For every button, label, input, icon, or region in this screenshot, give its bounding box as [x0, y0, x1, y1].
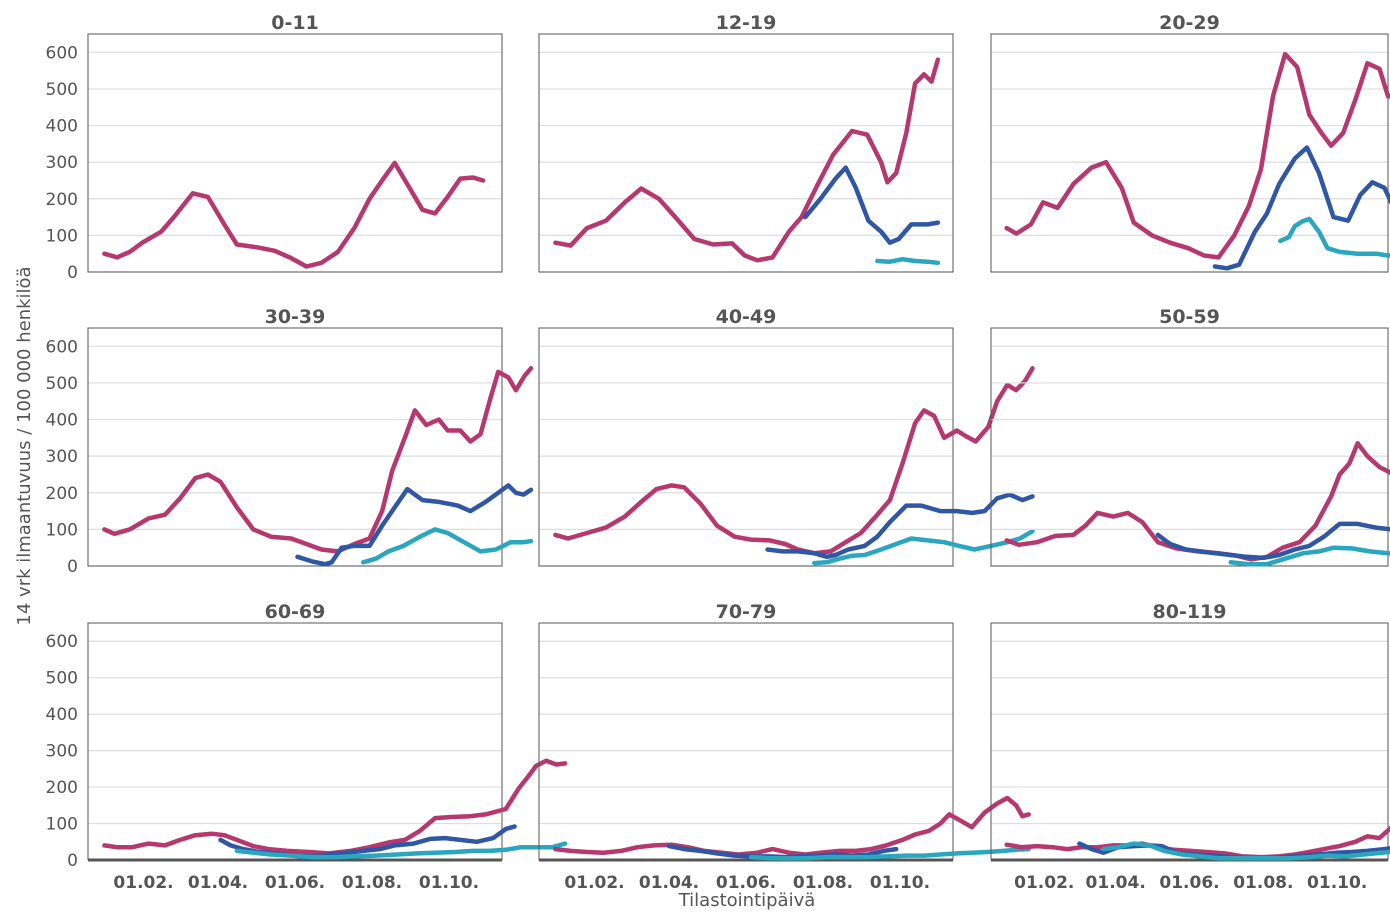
- panel-80-119: 80-119 01.02. 01.04. 01.06. 01.08. 01.10.: [990, 601, 1390, 893]
- y-tick-label: 0: [67, 263, 78, 283]
- series-line-3: [875, 256, 941, 266]
- x-tick-label: 01.04.: [188, 873, 248, 893]
- series-line-2: [1155, 521, 1390, 561]
- panel-frame: [990, 33, 1389, 273]
- panel-title: 0-11: [271, 12, 319, 34]
- x-tick-label: 01.06.: [1159, 873, 1219, 893]
- series-line-1: [553, 57, 941, 263]
- panel-40-49: 40-49: [538, 306, 1035, 567]
- series-line-2: [1212, 145, 1390, 271]
- series-line-3: [360, 527, 534, 565]
- series-line-1: [553, 366, 1035, 556]
- y-tick-label: 300: [46, 447, 78, 467]
- panel-30-39: 30-39 0 100 200 300 400 500 600: [46, 306, 534, 577]
- panel-title: 12-19: [716, 12, 777, 34]
- series-line-3: [234, 841, 568, 860]
- series-line-1: [102, 366, 534, 554]
- y-tick-label: 400: [46, 411, 78, 431]
- y-tick-label: 200: [46, 778, 78, 798]
- series-line-3: [1101, 841, 1390, 861]
- y-tick-label: 0: [67, 851, 78, 871]
- panel-20-29: 20-29: [990, 12, 1390, 273]
- y-tick-label: 600: [46, 337, 78, 357]
- y-tick-label: 0: [67, 557, 78, 577]
- panel-frame: [990, 622, 1389, 860]
- y-axis-label: 14 vrk ilmaantuvuus / 100 000 henkilöä: [14, 266, 35, 625]
- x-tick-label: 01.08.: [793, 873, 853, 893]
- panel-title: 30-39: [265, 306, 326, 328]
- panel-0-11: 0-11 0 100 200 300 400 500 600: [46, 12, 503, 283]
- panel-frame: [538, 622, 954, 860]
- series-line-1: [102, 758, 568, 856]
- x-tick-label: 01.02.: [1014, 873, 1074, 893]
- series-line-2: [295, 483, 534, 567]
- panel-title: 80-119: [1153, 601, 1227, 623]
- x-tick-label: 01.08.: [342, 873, 402, 893]
- series-line-1: [102, 160, 486, 269]
- x-tick-label: 01.10.: [1307, 873, 1367, 893]
- x-tick-label: 01.06.: [716, 873, 776, 893]
- x-tick-label: 01.04.: [1086, 873, 1146, 893]
- y-tick-label: 600: [46, 632, 78, 652]
- x-tick-label: 01.06.: [265, 873, 325, 893]
- y-tick-label: 300: [46, 742, 78, 762]
- y-tick-label: 200: [46, 190, 78, 210]
- x-tick-label: 01.02.: [113, 873, 173, 893]
- y-tick-label: 600: [46, 43, 78, 63]
- series-line-3: [1228, 545, 1390, 567]
- x-tick-label: 01.02.: [564, 873, 624, 893]
- x-tick-label: 01.10.: [419, 873, 479, 893]
- y-tick-label: 400: [46, 117, 78, 137]
- y-tick-label: 100: [46, 520, 78, 540]
- panel-title: 60-69: [265, 601, 326, 623]
- panel-title: 70-79: [716, 601, 777, 623]
- y-tick-label: 100: [46, 815, 78, 835]
- x-tick-label: 01.08.: [1233, 873, 1293, 893]
- panel-frame: [538, 327, 954, 567]
- panel-title: 20-29: [1159, 12, 1220, 34]
- x-axis-label: Tilastointipäivä: [678, 890, 816, 911]
- y-tick-label: 500: [46, 669, 78, 689]
- y-tick-label: 400: [46, 705, 78, 725]
- panel-title: 40-49: [716, 306, 777, 328]
- series-line-2: [765, 492, 1035, 560]
- y-tick-label: 500: [46, 80, 78, 100]
- y-tick-label: 100: [46, 226, 78, 246]
- panel-frame: [87, 327, 503, 567]
- panel-70-79: 70-79 01.02. 01.04. 01.06. 01.08. 01.10.: [538, 601, 1031, 893]
- series-line-1: [1004, 51, 1390, 260]
- panel-title: 50-59: [1159, 306, 1220, 328]
- panel-12-19: 12-19: [538, 12, 954, 273]
- panel-frame: [990, 327, 1389, 567]
- y-tick-label: 200: [46, 484, 78, 504]
- y-tick-label: 300: [46, 153, 78, 173]
- series-line-3: [748, 846, 1031, 861]
- y-tick-label: 500: [46, 374, 78, 394]
- series-line-3: [811, 528, 1035, 566]
- panel-frame: [538, 33, 954, 273]
- x-tick-label: 01.04.: [639, 873, 699, 893]
- panel-frame: [87, 622, 503, 860]
- series-line-1: [1004, 441, 1390, 562]
- panel-50-59: 50-59: [990, 306, 1390, 567]
- series-line-3: [1278, 216, 1390, 258]
- panel-60-69: 60-69 0 100 200 300 400 500 600 01.02. 01.04. 01.0…: [46, 601, 568, 893]
- x-tick-label: 01.10.: [870, 873, 930, 893]
- series-line-2: [803, 165, 941, 245]
- panel-frame: [87, 33, 503, 273]
- series-line-1: [553, 795, 1031, 857]
